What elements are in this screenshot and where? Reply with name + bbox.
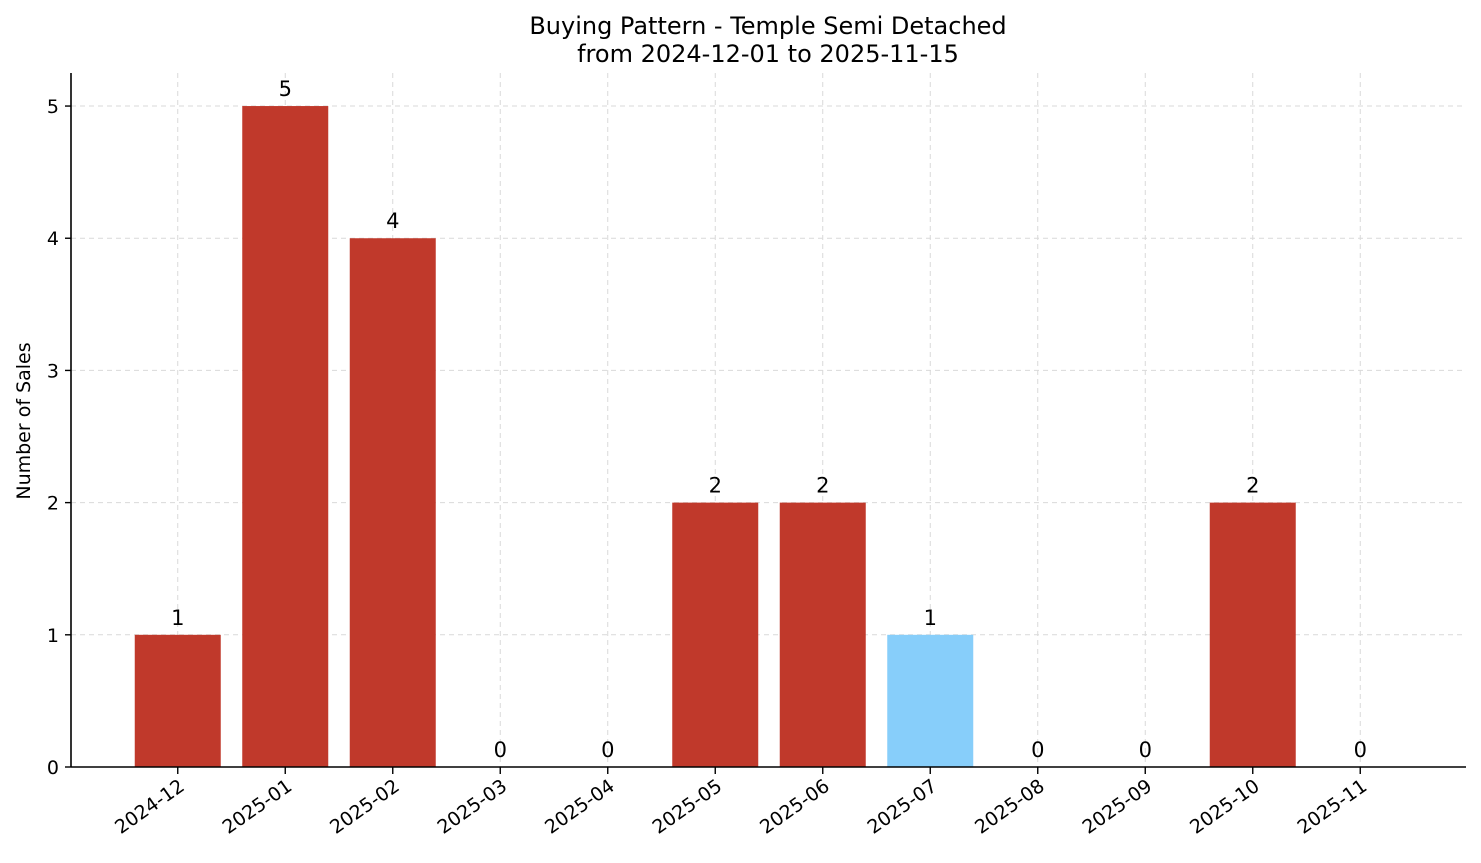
data-labels-layer: 1 5 4 0 0 2 2 1 0 0 2 0: [171, 77, 1367, 762]
y-tick-label: 1: [47, 625, 59, 647]
x-tick-label: 2025-10: [1186, 775, 1264, 839]
x-tick-label: 2025-03: [433, 775, 511, 839]
x-tick-label: 2024-12: [111, 775, 189, 839]
bar-2024-12: [134, 634, 221, 767]
x-tick-label: 2025-08: [971, 775, 1049, 839]
data-label-2025-09: 0: [1139, 738, 1152, 762]
bar-2025-06: [779, 502, 866, 767]
data-label-2025-08: 0: [1031, 738, 1044, 762]
y-tick-label: 0: [47, 757, 59, 779]
data-label-2025-01: 5: [279, 77, 292, 101]
data-label-2025-11: 0: [1354, 738, 1367, 762]
bar-2025-07: [887, 634, 974, 767]
x-tick-label: 2025-09: [1078, 775, 1156, 839]
data-label-2024-12: 1: [171, 606, 184, 630]
y-axis-label: Number of Sales: [13, 342, 35, 499]
bar-2025-02: [349, 238, 436, 767]
chart-subtitle: from 2024-12-01 to 2025-11-15: [577, 40, 959, 68]
data-label-2025-06: 2: [816, 474, 829, 498]
data-label-2025-10: 2: [1246, 474, 1259, 498]
x-tick-label: 2025-05: [648, 775, 726, 839]
x-tick-label: 2025-06: [756, 775, 834, 839]
chart-title: Buying Pattern - Temple Semi Detached: [529, 12, 1006, 40]
y-tick-label: 3: [47, 360, 59, 382]
bars-layer: [134, 106, 1296, 768]
x-tick-label: 2025-11: [1293, 775, 1371, 839]
y-tick-label: 4: [47, 228, 59, 250]
bar-2025-01: [242, 106, 329, 768]
data-label-2025-05: 2: [709, 474, 722, 498]
data-label-2025-02: 4: [386, 209, 399, 233]
y-tick-label: 5: [47, 96, 59, 118]
x-tick-label: 2025-07: [863, 775, 941, 839]
x-tick-label: 2025-02: [326, 775, 404, 839]
data-label-2025-04: 0: [601, 738, 614, 762]
x-tick-label: 2025-04: [541, 775, 619, 839]
data-label-2025-03: 0: [494, 738, 507, 762]
bar-2025-10: [1209, 502, 1296, 767]
data-label-2025-07: 1: [924, 606, 937, 630]
x-tick-label: 2025-01: [218, 775, 296, 839]
y-tick-label: 2: [47, 493, 59, 515]
bar-2025-05: [672, 502, 759, 767]
